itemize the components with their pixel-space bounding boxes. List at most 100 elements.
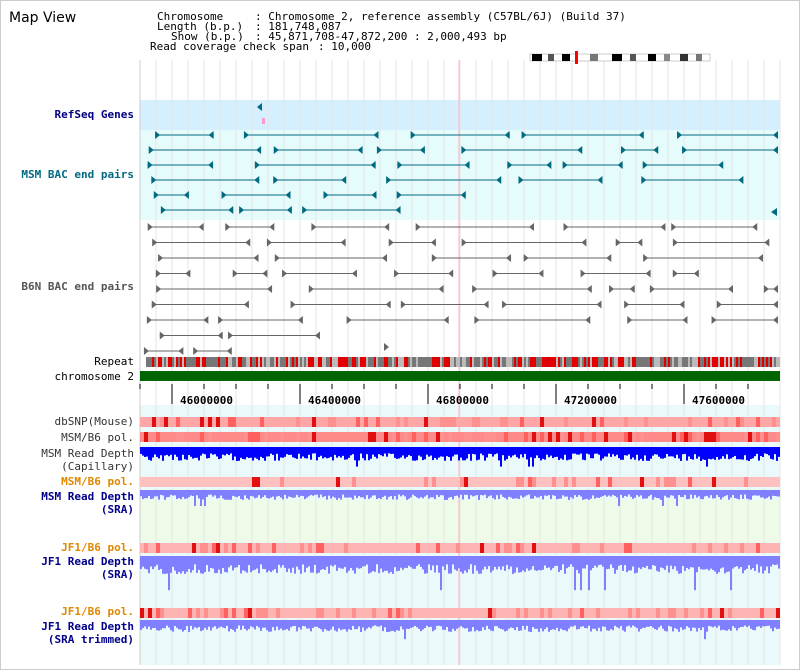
polymorphism-block [584,432,588,442]
polymorphism-block [736,477,740,487]
depth-bar [550,556,552,571]
polymorphism-block [632,608,636,618]
repeat-block [498,357,500,367]
polymorphism-block [620,432,624,442]
depth-bar [440,556,442,591]
depth-bar [660,490,662,500]
b6n-bac-pair-arrow [384,223,390,231]
msm-bac-pair-arrow [323,191,329,199]
dbsnp-block [492,417,496,427]
depth-bar [350,447,352,456]
track-label-jf1-pol-trim[interactable]: JF1/B6 pol. [61,605,134,618]
depth-bar [576,490,578,497]
polymorphism-block [204,432,208,442]
repeat-block [718,357,720,367]
depth-bar [674,490,676,499]
polymorphism-block [184,477,188,487]
polymorphism-block [748,432,752,442]
depth-bar [246,556,248,573]
depth-bar [264,490,266,496]
repeat-block [188,357,190,367]
depth-bar [556,447,558,457]
track-label-b6n-bac[interactable]: B6N BAC end pairs [21,280,134,293]
depth-bar [252,556,254,571]
track-label-refseq[interactable]: RefSeq Genes [54,108,134,121]
depth-bar [276,620,278,627]
depth-bar [318,490,320,498]
depth-bar [714,556,716,572]
polymorphism-block [564,477,568,487]
dbsnp-block [140,417,144,427]
polymorphism-block [504,432,508,442]
depth-bar [600,620,602,632]
depth-bar [498,556,500,567]
depth-bar [632,620,634,626]
track-label-chromosome[interactable]: chromosome 2 [54,370,134,383]
b6n-bac-pair-arrow [158,254,164,262]
depth-bar [316,447,318,461]
polymorphism-block [476,543,480,553]
repeat-block [626,357,628,367]
depth-bar [414,620,416,626]
dbsnp-block [620,417,624,427]
dbsnp-block [696,417,700,427]
depth-bar [694,556,696,591]
track-label-jf1-pol[interactable]: JF1/B6 pol. [61,541,134,554]
track-label-msm-bac[interactable]: MSM BAC end pairs [21,168,134,181]
polymorphism-block [448,543,452,553]
dbsnp-block [188,417,192,427]
depth-bar [614,556,616,574]
depth-bar [222,620,224,628]
polymorphism-block [144,477,148,487]
polymorphism-block [716,432,720,442]
polymorphism-block [436,608,440,618]
repeat-block [530,357,532,367]
track-label-dbsnp[interactable]: dbSNP(Mouse) [54,415,134,428]
track-label-msm-pol-sra[interactable]: MSM/B6 pol. [61,475,134,488]
depth-bar [698,447,700,457]
depth-bar [410,447,412,457]
depth-bar [284,556,286,568]
repeat-block [616,357,618,367]
polymorphism-block [708,608,712,618]
dbsnp-block [340,417,344,427]
track-label-jf1-depth-sra[interactable]: JF1 Read Depth [41,555,134,568]
track-label-msm-depth-sra[interactable]: MSM Read Depth [41,490,134,503]
depth-bar [260,447,262,457]
repeat-block [326,357,328,367]
repeat-block [710,357,712,367]
repeat-block [260,357,262,367]
depth-bar [486,556,488,570]
repeat-block [218,357,220,367]
depth-bar [522,447,524,458]
depth-bar [302,447,304,457]
repeat-block [590,357,592,367]
polymorphism-block [768,543,772,553]
depth-bar [370,620,372,629]
depth-bar [170,620,172,631]
depth-bar [542,556,544,570]
polymorphism-block [324,477,328,487]
depth-bar [738,490,740,500]
polymorphism-block [516,608,520,618]
track-label-repeat[interactable]: Repeat [94,355,134,368]
depth-bar [402,447,404,456]
polymorphism-block [364,432,368,442]
track-label-jf1-depth-trim[interactable]: JF1 Read Depth [41,620,134,633]
dbsnp-block [196,417,200,427]
repeat-block [570,357,572,367]
depth-bar [432,447,434,461]
track-label-msm-pol[interactable]: MSM/B6 pol. [61,431,134,444]
repeat-block [566,357,568,367]
depth-bar [552,490,554,496]
depth-bar [490,447,492,454]
depth-bar [416,620,418,628]
polymorphism-block [472,432,476,442]
depth-bar [536,620,538,629]
info-coverage-label: Read coverage check span [150,40,309,53]
polymorphism-block [488,608,492,618]
track-label-msm-depth-capillary[interactable]: MSM Read Depth [41,447,134,460]
repeat-block [470,357,472,367]
depth-bar [394,556,396,568]
